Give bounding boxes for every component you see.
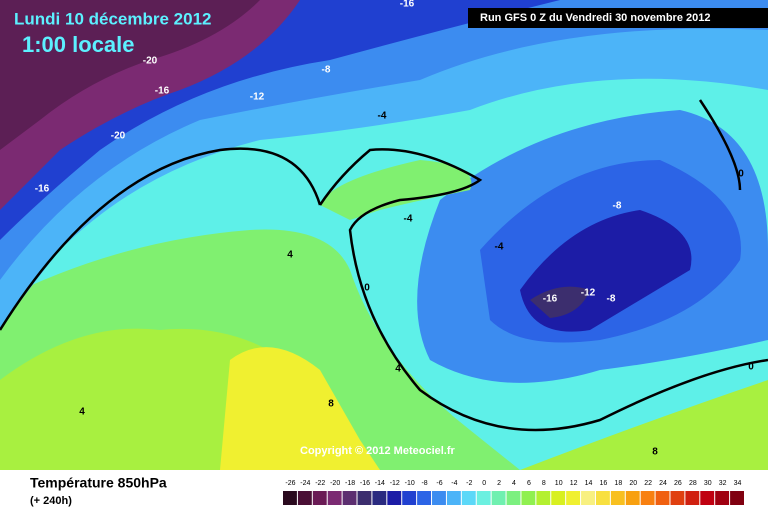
contour-label: -4 xyxy=(495,242,504,253)
contour-label: 8 xyxy=(652,447,658,458)
colorbar-label: -22 xyxy=(315,480,325,487)
contour-label: 8 xyxy=(328,399,334,410)
colorbar-label: 12 xyxy=(570,480,578,487)
colorbar-cell xyxy=(446,491,461,505)
colorbar-label: 26 xyxy=(674,480,682,487)
colorbar-label: 28 xyxy=(689,480,697,487)
colorbar-cell xyxy=(476,491,491,505)
contour-label: 4 xyxy=(287,250,293,261)
contour-label: 0 xyxy=(738,169,744,180)
colorbar-cell xyxy=(566,491,581,505)
colorbar-label: -18 xyxy=(345,480,355,487)
colorbar-label: -10 xyxy=(405,480,415,487)
contour-label: -8 xyxy=(322,65,331,76)
run-box xyxy=(468,8,768,28)
colorbar-label: 24 xyxy=(659,480,667,487)
colorbar-cell xyxy=(581,491,595,505)
colorbar-label: 6 xyxy=(527,480,531,487)
lead-time: (+ 240h) xyxy=(30,495,72,507)
colorbar-cell xyxy=(432,491,446,505)
colorbar-label: 20 xyxy=(629,480,637,487)
colorbar-cell xyxy=(283,491,297,505)
colorbar-cell xyxy=(491,491,506,505)
colorbar-cell xyxy=(551,491,566,505)
colorbar-cell xyxy=(402,491,417,505)
colorbar-cell xyxy=(610,491,625,505)
colorbar-label: -24 xyxy=(300,480,310,487)
colorbar-cell xyxy=(387,491,402,505)
contour-label: -4 xyxy=(378,111,387,122)
colorbar-cell xyxy=(521,491,536,505)
contour-label: -16 xyxy=(543,294,558,305)
colorbar-cell xyxy=(640,491,655,505)
colorbar-label: 14 xyxy=(585,480,593,487)
colorbar-label: -6 xyxy=(436,480,442,487)
colorbar-cell xyxy=(685,491,700,505)
colorbar-label: -2 xyxy=(466,480,472,487)
colorbar-label: 18 xyxy=(614,480,622,487)
colorbar-cell xyxy=(625,491,640,505)
colorbar-cell xyxy=(357,491,372,505)
colorbar-cell xyxy=(506,491,521,505)
colorbar-label: -16 xyxy=(360,480,370,487)
colorbar-cell xyxy=(730,491,744,505)
contour-label: -8 xyxy=(607,294,616,305)
contour-label: -12 xyxy=(250,92,265,103)
contour-label: -20 xyxy=(111,131,126,142)
colorbar-label: -26 xyxy=(285,480,295,487)
colorbar-cell xyxy=(655,491,670,505)
zero-isotherm xyxy=(698,99,742,191)
colorbar-cell xyxy=(700,491,715,505)
contour-label: -16 xyxy=(155,86,170,97)
map-time: 1:00 locale xyxy=(22,32,135,57)
contour-label: 0 xyxy=(748,362,754,373)
map-title: Lundi 10 décembre 2012 xyxy=(14,9,211,28)
colorbar-label: 34 xyxy=(734,480,742,487)
colorbar-cell xyxy=(372,491,387,505)
contour-label: -20 xyxy=(143,56,158,67)
contour-label: -16 xyxy=(400,0,415,10)
colorbar-label: 16 xyxy=(600,480,608,487)
colorbar-label: 0 xyxy=(482,480,486,487)
colorbar-label: 10 xyxy=(555,480,563,487)
colorbar-cell xyxy=(417,491,432,505)
map-background xyxy=(0,0,768,470)
contour-label: 4 xyxy=(79,407,85,418)
colorbar-label: 2 xyxy=(497,480,501,487)
colorbar-cell xyxy=(595,491,610,505)
colorbar-cell xyxy=(312,491,327,505)
colorbar-cell xyxy=(670,491,685,505)
colorbar-cell xyxy=(327,491,342,505)
contour-label: 0 xyxy=(364,283,370,294)
zero-isotherm xyxy=(318,148,768,432)
colorbar-label: 4 xyxy=(512,480,516,487)
zero-isotherm xyxy=(0,147,322,331)
colorbar-label: -20 xyxy=(330,480,340,487)
colorbar-cell xyxy=(461,491,476,505)
colorbar-label: 32 xyxy=(719,480,727,487)
run-info: Run GFS 0 Z du Vendredi 30 novembre 2012 xyxy=(480,12,710,24)
colorbar-cell xyxy=(342,491,357,505)
contour-label: -8 xyxy=(613,201,622,212)
parameter: Température 850hPa xyxy=(30,475,167,491)
colorbar-cell xyxy=(297,491,312,505)
colorbar-label: 8 xyxy=(542,480,546,487)
colorbar-label: 22 xyxy=(644,480,652,487)
copyright: Copyright © 2012 Meteociel.fr xyxy=(300,445,456,457)
contour-label: 4 xyxy=(395,364,401,375)
contour-label: -4 xyxy=(404,214,413,225)
colorbar-cell xyxy=(715,491,730,505)
colorbar-label: -14 xyxy=(375,480,385,487)
colorbar-label: -8 xyxy=(421,480,427,487)
colorbar-cell xyxy=(536,491,551,505)
contour-label: -12 xyxy=(581,288,596,299)
contour-label: -16 xyxy=(35,184,50,195)
colorbar-label: -4 xyxy=(451,480,457,487)
colorbar-label: 30 xyxy=(704,480,712,487)
colorbar-label: -12 xyxy=(390,480,400,487)
